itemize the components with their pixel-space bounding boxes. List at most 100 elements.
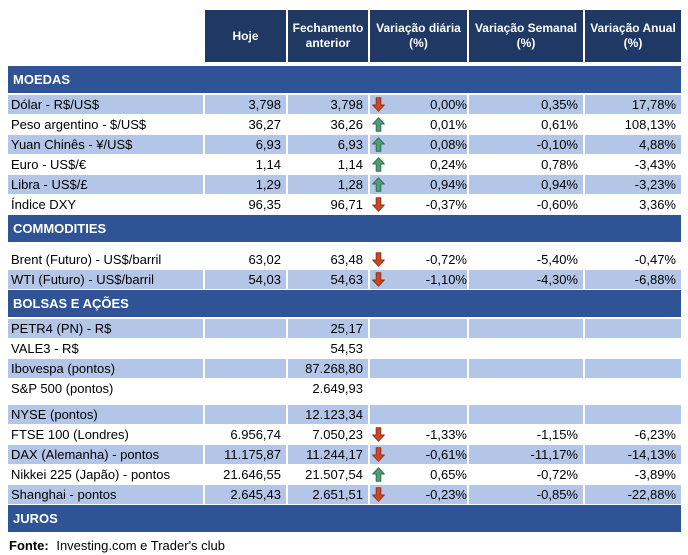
var-semanal-value: -0,72% — [469, 465, 583, 484]
row-label: Brent (Futuro) - US$/barril — [8, 250, 203, 269]
trend-arrow-icon — [372, 381, 386, 396]
hoje-value: 11.175,87 — [205, 445, 286, 464]
var-diaria-value: 0,24% — [430, 157, 467, 172]
fechamento-value: 2.651,51 — [288, 485, 368, 504]
var-anual-value: 108,13% — [585, 115, 681, 134]
hoje-value: 6.956,74 — [205, 425, 286, 444]
table-row: VALE3 - R$ 54,53 — [8, 339, 681, 358]
fechamento-value: 21.507,54 — [288, 465, 368, 484]
var-diaria-cell: 0,08% — [370, 135, 467, 154]
table-row: Peso argentino - $/US$ 36,27 36,26 0,01%… — [8, 115, 681, 134]
var-semanal-value: -0,60% — [469, 195, 583, 214]
var-diaria-value: 0,00% — [430, 97, 467, 112]
var-semanal-value: -0,85% — [469, 485, 583, 504]
row-label: NYSE (pontos) — [8, 405, 203, 424]
sections: MOEDAS Dólar - R$/US$ 3,798 3,798 0,00% … — [8, 66, 681, 532]
up-arrow-icon — [372, 177, 386, 192]
row-label: FTSE 100 (Londres) — [8, 425, 203, 444]
var-diaria-value: 0,94% — [430, 177, 467, 192]
hoje-value: 36,27 — [205, 115, 286, 134]
var-semanal-value — [469, 339, 583, 358]
var-anual-value: -6,88% — [585, 270, 681, 289]
fechamento-value: 12.123,34 — [288, 405, 368, 424]
trend-arrow-icon — [372, 407, 386, 422]
table-row: Shanghai - pontos 2.645,43 2.651,51 -0,2… — [8, 485, 681, 504]
row-label: Libra - US$/£ — [8, 175, 203, 194]
fechamento-value: 36,26 — [288, 115, 368, 134]
fechamento-value: 63,48 — [288, 250, 368, 269]
down-arrow-icon — [372, 487, 386, 502]
var-anual-value — [585, 379, 681, 398]
table-section: COMMODITIES Brent (Futuro) - US$/barril … — [8, 215, 681, 289]
var-semanal-value: -5,40% — [469, 250, 583, 269]
var-diaria-cell — [370, 319, 467, 338]
down-arrow-icon — [372, 252, 386, 267]
section-title: MOEDAS — [13, 72, 71, 87]
var-diaria-value: -0,37% — [425, 197, 467, 212]
table-section: MOEDAS Dólar - R$/US$ 3,798 3,798 0,00% … — [8, 66, 681, 214]
section-rows: PETR4 (PN) - R$ 25,17 VALE3 - R$ 54,53 I… — [8, 319, 681, 504]
fechamento-value: 1,14 — [288, 155, 368, 174]
table-row: NYSE (pontos) 12.123,34 — [8, 405, 681, 424]
row-label: S&P 500 (pontos) — [8, 379, 203, 398]
var-anual-value: 4,88% — [585, 135, 681, 154]
section-spacer — [8, 244, 681, 249]
fechamento-value: 96,71 — [288, 195, 368, 214]
fechamento-value: 11.244,17 — [288, 445, 368, 464]
section-title: COMMODITIES — [13, 221, 107, 236]
var-semanal-value — [469, 319, 583, 338]
var-diaria-value: 0,01% — [430, 117, 467, 132]
fechamento-value: 7.050,23 — [288, 425, 368, 444]
var-diaria-value: -1,33% — [425, 427, 467, 442]
hoje-value — [205, 339, 286, 358]
down-arrow-icon — [372, 427, 386, 442]
var-semanal-value: 0,94% — [469, 175, 583, 194]
section-header: MOEDAS — [8, 66, 681, 93]
corner-cell — [8, 10, 203, 62]
var-anual-value — [585, 339, 681, 358]
var-semanal-value: 0,61% — [469, 115, 583, 134]
row-label: WTI (Futuro) - US$/barril — [8, 270, 203, 289]
row-label: Euro - US$/€ — [8, 155, 203, 174]
var-anual-value: -6,23% — [585, 425, 681, 444]
var-diaria-cell — [370, 379, 467, 398]
var-diaria-cell: 0,94% — [370, 175, 467, 194]
var-diaria-value: 0,65% — [430, 467, 467, 482]
section-spacer — [8, 399, 681, 404]
var-semanal-value: -0,10% — [469, 135, 583, 154]
row-label: Dólar - R$/US$ — [8, 95, 203, 114]
var-diaria-cell — [370, 405, 467, 424]
var-diaria-cell: -1,33% — [370, 425, 467, 444]
var-diaria-cell: -0,23% — [370, 485, 467, 504]
section-rows: Dólar - R$/US$ 3,798 3,798 0,00% 0,35% 1… — [8, 95, 681, 214]
hoje-value — [205, 359, 286, 378]
table-row: WTI (Futuro) - US$/barril 54,03 54,63 -1… — [8, 270, 681, 289]
row-label: Peso argentino - $/US$ — [8, 115, 203, 134]
table-row: Nikkei 225 (Japão) - pontos 21.646,55 21… — [8, 465, 681, 484]
var-diaria-value: 0,08% — [430, 137, 467, 152]
var-semanal-value — [469, 405, 583, 424]
var-anual-value: -3,43% — [585, 155, 681, 174]
table-section: BOLSAS E AÇÕES PETR4 (PN) - R$ 25,17 VAL… — [8, 290, 681, 504]
hoje-value: 2.645,43 — [205, 485, 286, 504]
hoje-value: 1,14 — [205, 155, 286, 174]
var-anual-value: 17,78% — [585, 95, 681, 114]
table-row: Dólar - R$/US$ 3,798 3,798 0,00% 0,35% 1… — [8, 95, 681, 114]
var-diaria-value: -0,72% — [425, 252, 467, 267]
up-arrow-icon — [372, 137, 386, 152]
fechamento-value: 87.268,80 — [288, 359, 368, 378]
up-arrow-icon — [372, 157, 386, 172]
row-label: DAX (Alemanha) - pontos — [8, 445, 203, 464]
table-row: Libra - US$/£ 1,29 1,28 0,94% 0,94% -3,2… — [8, 175, 681, 194]
hoje-value: 96,35 — [205, 195, 286, 214]
row-label: PETR4 (PN) - R$ — [8, 319, 203, 338]
trend-arrow-icon — [372, 341, 386, 356]
source-text: Investing.com e Trader's club — [56, 538, 226, 553]
hoje-value: 3,798 — [205, 95, 286, 114]
source-note: Fonte: Investing.com e Trader's club — [8, 538, 681, 553]
section-title: BOLSAS E AÇÕES — [13, 296, 129, 311]
var-diaria-cell: -0,72% — [370, 250, 467, 269]
section-header: BOLSAS E AÇÕES — [8, 290, 681, 317]
hoje-value: 21.646,55 — [205, 465, 286, 484]
